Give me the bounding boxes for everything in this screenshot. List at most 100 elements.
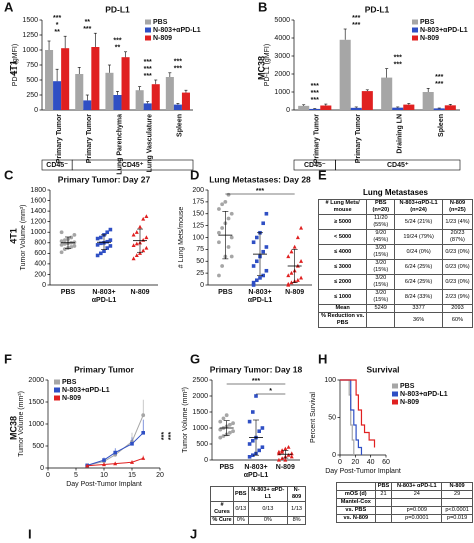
data-point: [220, 264, 225, 268]
table-row: ≤ 1000 3/20 (15%) 8/24 (33%) 2/23 (9%): [317, 289, 474, 305]
table-cell: [374, 506, 393, 515]
data-point: [72, 244, 77, 248]
x-tick-label: Spleen: [438, 114, 445, 137]
significance-label: ***: [352, 15, 360, 22]
table-cell: mOS (d): [336, 490, 376, 499]
table-header-cell: PBS: [233, 486, 249, 502]
group-label: CD45⁺: [122, 162, 144, 169]
table-cell: p<0.0001: [441, 506, 473, 515]
chart-title: PD-L1: [365, 4, 390, 14]
data-point: [217, 207, 221, 211]
table-cell: 3/20 (15%): [366, 259, 396, 275]
table-cell: 0/13: [233, 501, 249, 517]
data-point: [251, 283, 256, 287]
table-cell: 0%: [233, 516, 249, 525]
data-point: [144, 245, 149, 250]
table-title: Lung Metastases: [363, 188, 428, 197]
table-cell: ≤ 3000: [317, 259, 368, 275]
y-tick-label: 0: [42, 282, 46, 289]
bar: [350, 107, 362, 110]
comparison-label: *: [269, 388, 272, 395]
significance-label: **: [85, 19, 91, 26]
data-point: [102, 249, 106, 254]
table-cell: Mean: [317, 304, 368, 313]
comparison-label: ***: [256, 188, 264, 195]
y-tick-label: 2000: [28, 377, 44, 384]
data-point: [299, 225, 304, 230]
data-point: [289, 270, 294, 275]
table-cell: % Cure: [210, 516, 234, 525]
data-point: [220, 226, 225, 230]
data-point: [289, 249, 294, 254]
data-point: [113, 450, 117, 455]
significance-label: ***: [174, 66, 182, 73]
panel-label: J: [190, 526, 197, 541]
data-point: [108, 227, 113, 232]
data-point: [251, 439, 255, 443]
data-point: [221, 434, 226, 438]
data-point: [62, 238, 67, 243]
legend-label: PBS: [153, 19, 168, 26]
data-point: [286, 254, 291, 259]
significance-label: **: [54, 29, 60, 36]
chart-title: Primary Tumor: [74, 364, 135, 374]
table-cell: 9/20 (45%): [366, 229, 396, 245]
data-point: [85, 463, 90, 468]
bar: [433, 108, 445, 110]
table-header-cell: # Lung Mets/ mouse: [317, 199, 368, 215]
data-point: [99, 251, 103, 256]
y-tick-label: 50: [328, 414, 336, 421]
legend-label: N-803+αPD-L1: [62, 387, 110, 394]
data-point: [138, 251, 142, 255]
panel-label: H: [318, 351, 327, 366]
data-point: [62, 247, 67, 252]
table-cell: 5/24 (21%): [394, 214, 443, 230]
data-point: [226, 245, 231, 249]
y-tick-label: 0: [40, 465, 44, 472]
table-cell: [374, 498, 393, 507]
group-box: [335, 159, 461, 171]
significance-label: *: [56, 22, 59, 29]
table-row: vs. N-809 p=0.0001 p=0.019: [336, 514, 473, 523]
table-cell: 24: [391, 490, 443, 499]
bar: [361, 91, 373, 110]
data-point: [231, 429, 235, 434]
data-point: [286, 453, 291, 457]
significance-label: ***: [144, 73, 152, 80]
data-point: [295, 235, 300, 240]
row-label: MC38: [256, 56, 266, 80]
legend-swatch: [145, 27, 151, 33]
table-cell: 1/13: [287, 501, 306, 517]
survival-curve: [340, 379, 355, 455]
y-tick-label: 1250: [22, 32, 38, 39]
chart-title: Lung Metastases: Day 28: [209, 174, 311, 184]
data-point: [255, 235, 259, 240]
table-row: Mean 5249 3377 2093: [317, 304, 474, 313]
table-cell: vs. PBS: [336, 506, 376, 515]
table-cell: [391, 498, 443, 507]
table-cell: 21: [374, 490, 393, 499]
table-cell: 0/13: [247, 501, 289, 517]
y-axis-label: # Lung Mets/mouse: [178, 207, 185, 269]
table-cell: 0/23 (0%): [441, 244, 474, 260]
data-point: [260, 426, 265, 430]
y-tick-label: 1500: [22, 17, 38, 24]
table-cell: 0/23 (0%): [441, 259, 474, 275]
bar: [151, 84, 160, 110]
y-tick-label: 0: [200, 282, 204, 289]
data-point: [102, 458, 106, 462]
table-row: < 5000 9/20 (45%) 19/24 (79%) 20/23 (87%): [317, 229, 474, 245]
bar: [298, 105, 310, 110]
data-point: [289, 454, 294, 459]
bar: [121, 57, 130, 110]
data-point: [251, 240, 256, 245]
legend-swatch: [145, 19, 151, 25]
chart-title: Primary Tumor: Day 27: [58, 174, 151, 184]
x-tick-label: N-803+: [248, 289, 271, 296]
data-point: [247, 442, 252, 446]
y-axis-label: PD-L1 (gMFI): [264, 44, 271, 86]
significance-label: **: [115, 45, 121, 52]
bar: [165, 77, 174, 110]
data-point: [131, 232, 136, 237]
data-point: [223, 199, 228, 204]
